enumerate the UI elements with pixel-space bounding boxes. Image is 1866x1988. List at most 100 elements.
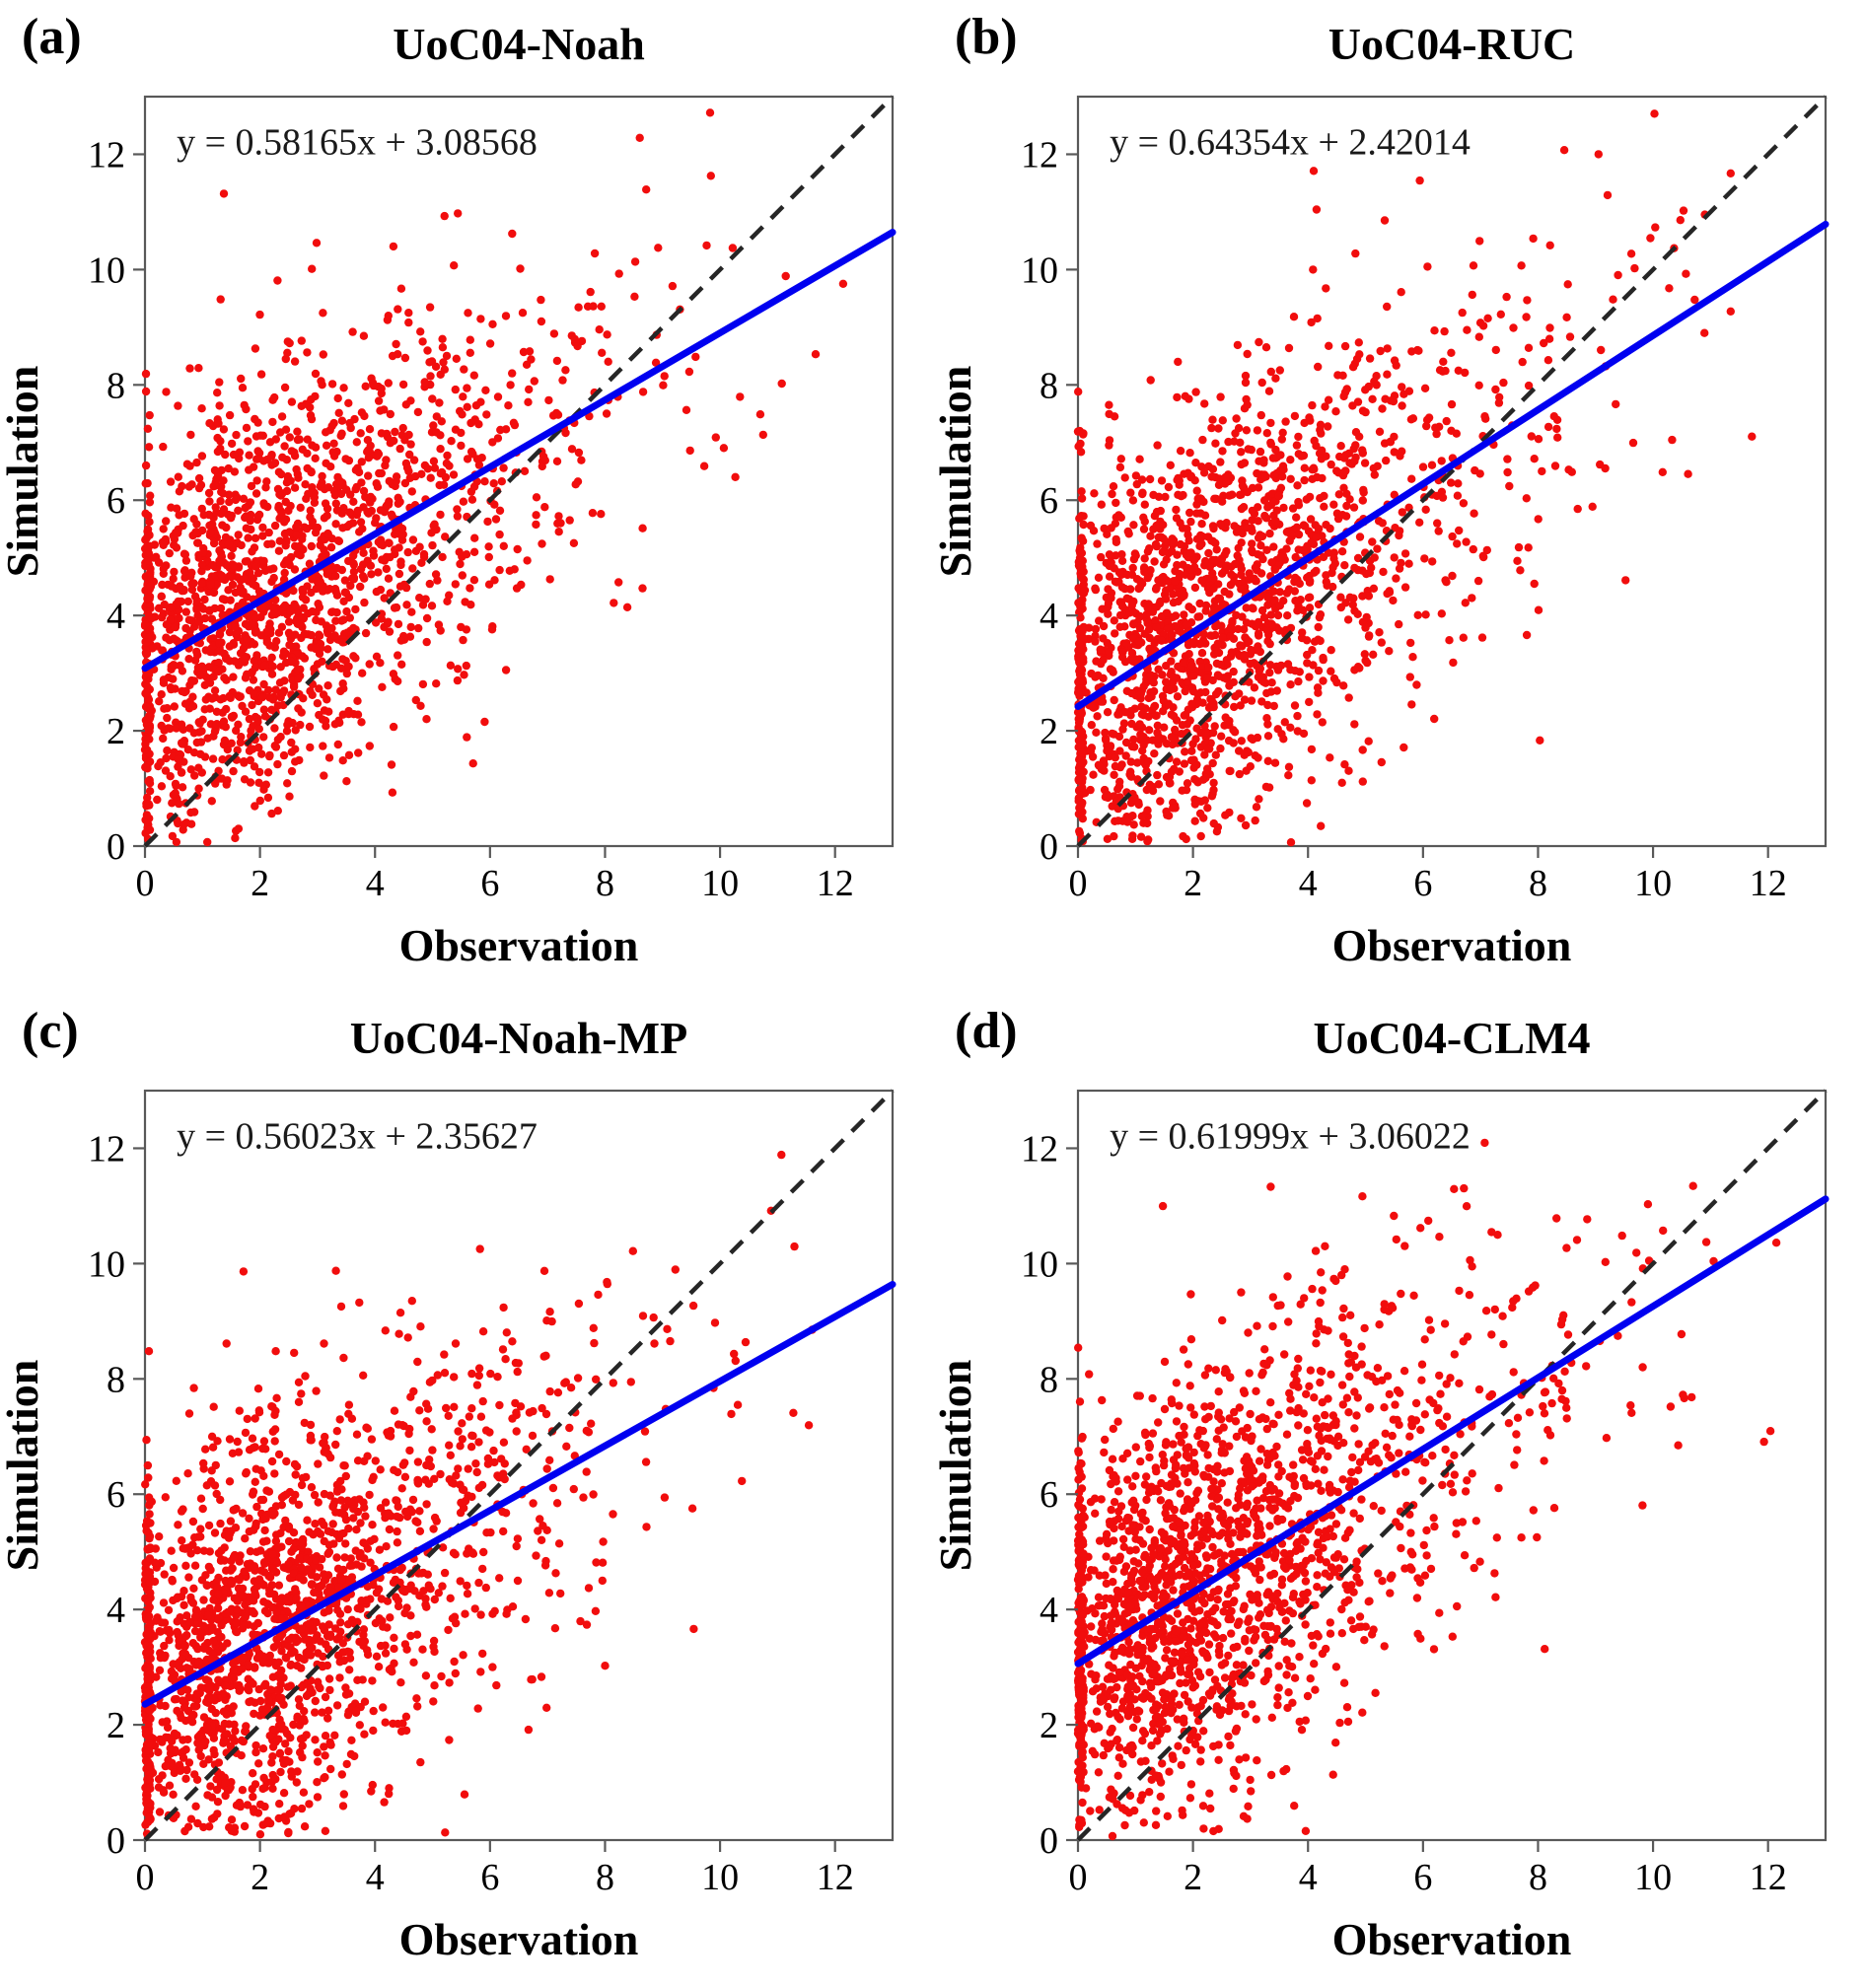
x-tick-label: 6	[1413, 863, 1432, 904]
x-tick-label: 6	[480, 863, 499, 904]
scatter-plot-d: 0 2 4 6 8 10 12 0 2 4 6 8 10 12 y = 0.61999x + 3.06022…	[933, 1089, 1830, 1964]
x-tick-label: 2	[251, 863, 269, 904]
y-tick-label: 2	[1040, 1705, 1058, 1746]
y-tick-label: 10	[88, 249, 125, 291]
y-tick-label: 4	[107, 1590, 125, 1631]
x-tick-label: 0	[1069, 863, 1088, 904]
scatter-plot-a: 0 2 4 6 8 10 12 0 2 4 6 8 10 12 y = 0.58165x + 3.08568…	[0, 95, 897, 970]
equation-label: y = 0.64354x + 2.42014	[1110, 121, 1471, 163]
panel-title: UoC04-Noah-MP	[349, 1013, 688, 1063]
x-axis-label: Observation	[1332, 1914, 1572, 1964]
identity-line	[1076, 95, 1828, 848]
x-tick-label: 12	[817, 863, 854, 904]
x-tick-label: 0	[1069, 1857, 1088, 1898]
y-tick-label: 0	[1040, 826, 1058, 868]
identity-line	[143, 1089, 895, 1842]
x-axis-label: Observation	[1332, 920, 1572, 970]
y-tick-label: 6	[107, 480, 125, 522]
x-tick-label: 4	[366, 1857, 385, 1898]
y-tick-label: 0	[107, 826, 125, 868]
y-tick-label: 6	[107, 1474, 125, 1516]
equation-label: y = 0.58165x + 3.08568	[177, 121, 538, 163]
y-tick-label: 4	[1040, 596, 1058, 637]
panel-title: UoC04-Noah	[393, 19, 645, 69]
chart-layer: 0 2 4 6 8 10 12 0 2 4 6 8 10 12 y = 0.58165x + 3.08568	[88, 95, 897, 904]
fit-line	[1074, 1195, 1830, 1668]
x-tick-label: 2	[251, 1857, 269, 1898]
x-tick-label: 6	[1413, 1857, 1432, 1898]
x-tick-label: 10	[701, 863, 739, 904]
scatter-plot-c: 0 2 4 6 8 10 12 0 2 4 6 8 10 12 y = 0.56023x + 2.35627…	[0, 1089, 897, 1964]
x-tick-label: 8	[1529, 863, 1547, 904]
fit-line	[141, 229, 897, 673]
x-tick-label: 8	[596, 1857, 614, 1898]
y-tick-label: 12	[88, 134, 125, 176]
y-tick-label: 4	[107, 596, 125, 637]
chart-layer: 0 2 4 6 8 10 12 0 2 4 6 8 10 12 y = 0.61999x + 3.06022	[1021, 1089, 1830, 1898]
x-tick-label: 12	[1750, 1857, 1787, 1898]
y-tick-label: 8	[107, 1359, 125, 1400]
y-tick-label: 6	[1040, 480, 1058, 522]
scatter-points	[140, 108, 848, 847]
identity-line	[1076, 1089, 1828, 1842]
x-tick-label: 4	[366, 863, 385, 904]
x-tick-label: 0	[136, 863, 155, 904]
y-axis-label: Simulation	[0, 1360, 47, 1572]
panel-label: (c)	[22, 1003, 79, 1059]
panel-c: (c) UoC04-Noah-MP 0 2 4 6 8 10 12 0 2 4 6 8 10 12 y = …	[0, 994, 933, 1988]
y-tick-label: 0	[1040, 1820, 1058, 1862]
identity-line	[143, 95, 895, 848]
y-tick-label: 0	[107, 1820, 125, 1862]
x-tick-label: 4	[1299, 1857, 1318, 1898]
fit-line	[141, 1280, 897, 1708]
y-axis-label: Simulation	[933, 366, 980, 578]
chart-layer: 0 2 4 6 8 10 12 0 2 4 6 8 10 12 y = 0.64354x + 2.42014	[1021, 95, 1830, 904]
y-tick-label: 2	[107, 1705, 125, 1746]
x-tick-label: 10	[701, 1857, 739, 1898]
panel-d-header: (d) UoC04-CLM4	[933, 994, 1866, 1083]
scatter-points	[140, 1150, 817, 1839]
x-tick-label: 2	[1184, 1857, 1202, 1898]
y-tick-label: 6	[1040, 1474, 1058, 1516]
x-tick-label: 6	[480, 1857, 499, 1898]
panel-label: (b)	[955, 9, 1018, 65]
x-tick-label: 12	[817, 1857, 854, 1898]
x-tick-label: 10	[1634, 863, 1672, 904]
chart-layer: 0 2 4 6 8 10 12 0 2 4 6 8 10 12 y = 0.56023x + 2.35627	[88, 1089, 897, 1898]
y-tick-label: 8	[1040, 1359, 1058, 1400]
panel-d: (d) UoC04-CLM4 0 2 4 6 8 10 12 0 2 4 6 8 10 12 y = 0.6…	[933, 994, 1866, 1988]
x-axis-label: Observation	[399, 1914, 639, 1964]
x-tick-label: 0	[136, 1857, 155, 1898]
panel-b-header: (b) UoC04-RUC	[933, 0, 1866, 89]
panel-label: (a)	[22, 9, 82, 65]
fit-line	[1074, 220, 1830, 711]
x-tick-label: 12	[1750, 863, 1787, 904]
y-tick-label: 2	[107, 711, 125, 752]
x-tick-label: 2	[1184, 863, 1202, 904]
y-tick-label: 12	[1021, 1128, 1058, 1170]
equation-label: y = 0.61999x + 3.06022	[1110, 1115, 1471, 1157]
y-axis-label: Simulation	[933, 1360, 980, 1572]
x-tick-label: 10	[1634, 1857, 1672, 1898]
equation-label: y = 0.56023x + 2.35627	[177, 1115, 538, 1157]
y-tick-label: 8	[1040, 365, 1058, 406]
panel-c-header: (c) UoC04-Noah-MP	[0, 994, 933, 1083]
y-tick-label: 8	[107, 365, 125, 406]
y-tick-label: 12	[1021, 134, 1058, 176]
x-tick-label: 8	[596, 863, 614, 904]
x-axis-label: Observation	[399, 920, 639, 970]
y-tick-label: 10	[1021, 249, 1058, 291]
y-tick-label: 4	[1040, 1590, 1058, 1631]
panel-b: (b) UoC04-RUC 0 2 4 6 8 10 12 0 2 4 6 8 10 12 y = 0.64…	[933, 0, 1866, 994]
panel-title: UoC04-CLM4	[1313, 1013, 1591, 1063]
scatter-points	[1073, 109, 1757, 847]
panel-label: (d)	[955, 1003, 1018, 1059]
y-axis-label: Simulation	[0, 366, 47, 578]
panel-title: UoC04-RUC	[1328, 19, 1576, 69]
panel-a: (a) UoC04-Noah 0 2 4 6 8 10 12 0 2 4 6 8 10 12 y = 0.5…	[0, 0, 933, 994]
x-tick-label: 4	[1299, 863, 1318, 904]
y-tick-label: 12	[88, 1128, 125, 1170]
y-tick-label: 10	[1021, 1243, 1058, 1285]
scatter-plot-b: 0 2 4 6 8 10 12 0 2 4 6 8 10 12 y = 0.64354x + 2.42014…	[933, 95, 1830, 970]
